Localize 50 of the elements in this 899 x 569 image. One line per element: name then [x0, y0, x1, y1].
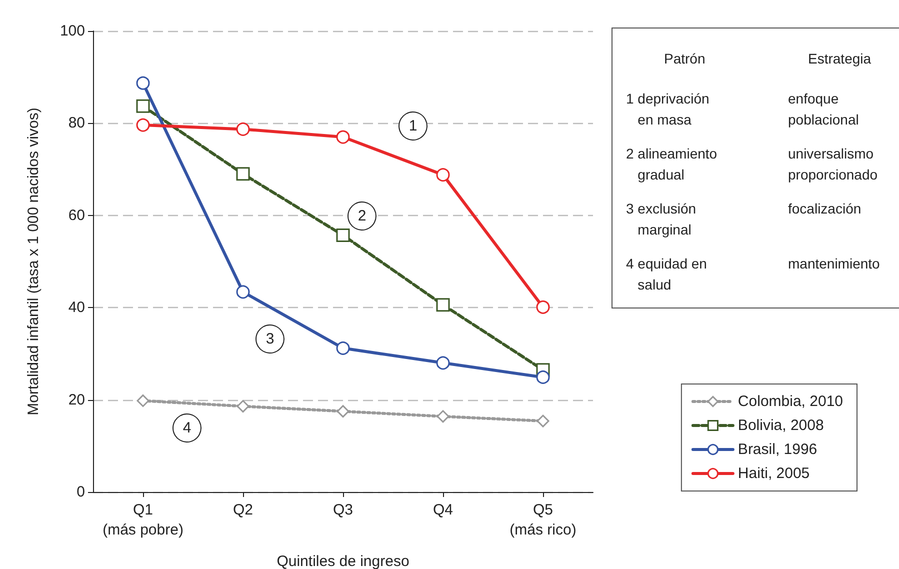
point	[136, 118, 150, 132]
point	[236, 167, 250, 181]
text: 4 equidad en salud	[626, 256, 707, 292]
point	[536, 414, 550, 428]
y-tick-label: 40	[68, 299, 85, 316]
point	[536, 300, 550, 314]
point	[136, 394, 150, 407]
y-tick-label: 60	[68, 206, 85, 224]
legend-label: Colombia, 2010	[738, 393, 844, 410]
text: 3 exclusión marginal	[626, 200, 696, 238]
text: Estrategia	[808, 50, 872, 66]
text: 2 alineamiento gradual	[626, 146, 718, 182]
text: focalización	[788, 200, 862, 216]
x-tick-label: Q4	[432, 502, 454, 518]
text: universalismo proporcionado	[788, 146, 878, 182]
legend-label: Brasil, 1996	[738, 441, 818, 458]
x-tick-label: Q1 (más pobre)	[102, 502, 184, 538]
point	[136, 76, 150, 90]
point	[236, 285, 250, 299]
y-tick-label: 80	[68, 114, 85, 132]
x-tick-label: Q5 (más rico)	[510, 502, 576, 538]
point	[236, 122, 250, 136]
annotation: 1	[408, 118, 418, 134]
y-tick-label: 0	[76, 484, 85, 500]
point	[336, 228, 350, 242]
legend-label: Haiti, 2005	[738, 465, 810, 482]
text: enfoque poblacional	[788, 90, 859, 128]
point	[336, 405, 350, 418]
x-axis-title: Quintiles de ingreso	[276, 553, 410, 569]
point	[236, 400, 250, 413]
point	[436, 298, 450, 312]
point	[436, 168, 450, 182]
point	[536, 370, 550, 384]
y-axis-title: Mortalidad infantil (tasa x 1 000 nacidos vivos)	[25, 108, 42, 416]
annotation: 3	[266, 330, 274, 348]
point	[436, 356, 450, 370]
point	[436, 410, 450, 423]
legend-label: Bolivia, 2008	[738, 417, 824, 434]
y-tick-label: 100	[60, 22, 85, 40]
point	[336, 130, 350, 144]
y-tick-label: 20	[68, 391, 85, 408]
annotation: 4	[182, 420, 192, 436]
x-tick-label: Q2	[232, 502, 254, 518]
point	[136, 99, 150, 113]
annotation: 2	[358, 208, 366, 224]
x-tick-label: Q3	[332, 502, 354, 518]
point	[336, 341, 350, 355]
text: Patrón	[664, 50, 706, 66]
text: 1 deprivación en masa	[626, 90, 710, 128]
text: mantenimiento	[788, 256, 880, 272]
